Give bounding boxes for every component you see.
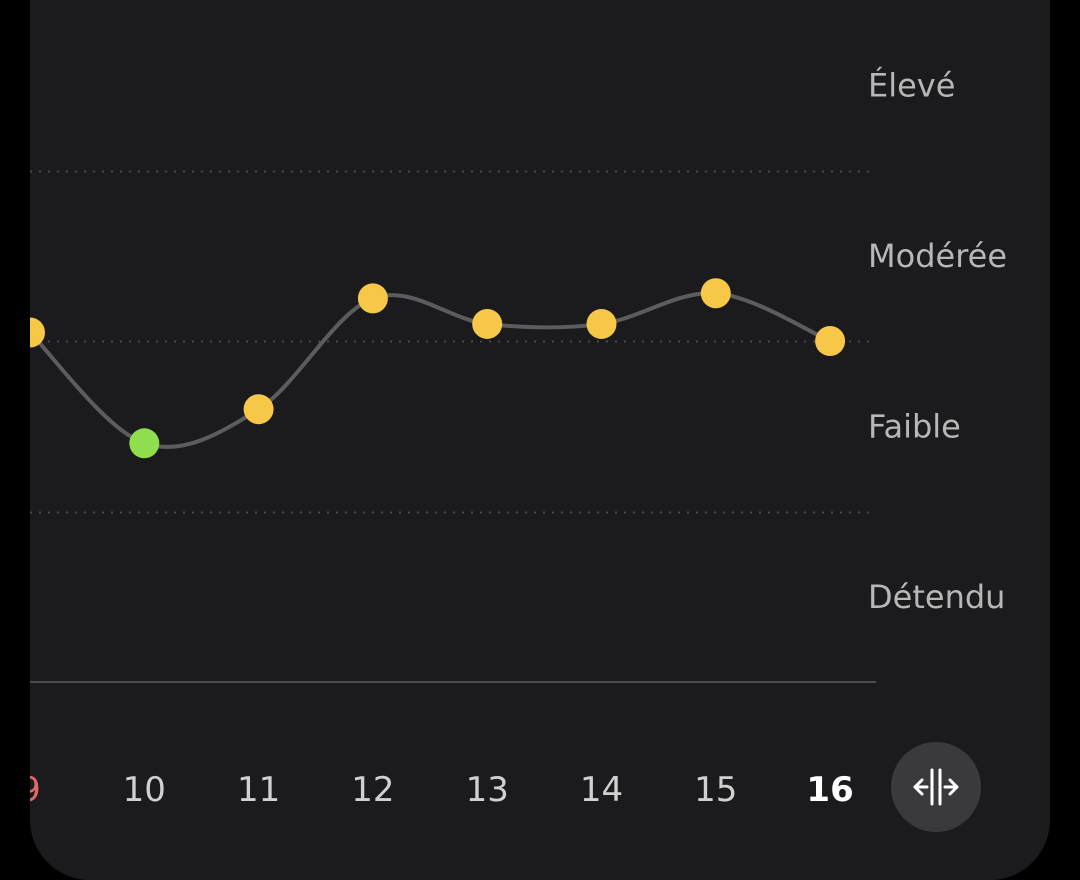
data-point — [700, 278, 731, 309]
expand-chart-button[interactable] — [891, 742, 981, 832]
y-level-label: Faible — [868, 407, 961, 445]
data-point — [472, 308, 503, 339]
y-level-label: Détendu — [868, 578, 1005, 616]
data-point — [129, 428, 160, 459]
expand-horizontal-icon — [913, 768, 959, 806]
x-tick-label[interactable]: 16 — [806, 770, 853, 810]
x-tick-label[interactable]: 14 — [580, 770, 623, 810]
data-point — [30, 317, 45, 348]
x-tick-label[interactable]: 15 — [694, 770, 737, 810]
x-tick-label[interactable]: 13 — [466, 770, 509, 810]
x-tick-label[interactable]: 11 — [237, 770, 280, 810]
x-tick-label[interactable]: 10 — [123, 770, 166, 810]
x-tick-label[interactable]: 9 — [19, 770, 41, 810]
stress-series-line — [30, 291, 833, 449]
y-level-label: Élevé — [868, 66, 955, 104]
y-level-label: Modérée — [868, 237, 1007, 275]
data-point — [357, 283, 388, 314]
x-tick-label[interactable]: 12 — [351, 770, 394, 810]
data-point — [815, 326, 846, 356]
data-point — [243, 394, 274, 425]
data-point — [586, 308, 617, 339]
